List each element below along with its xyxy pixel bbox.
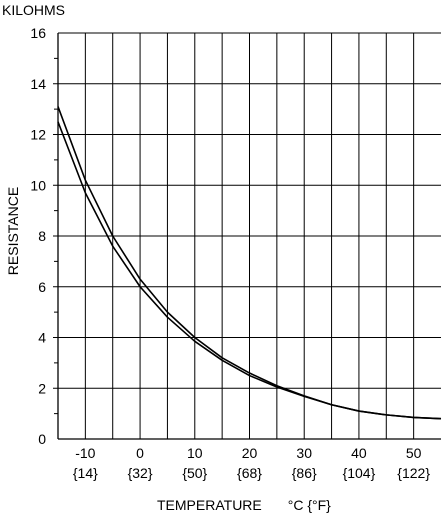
y-tick-label: 6 <box>38 279 46 295</box>
y-tick-labels: 0 2 4 6 8 10 12 14 16 <box>30 25 46 447</box>
y-tick-label: 12 <box>30 127 46 143</box>
chart-series-group <box>57 106 442 420</box>
x-tick-labels: -10 {14} 0 {32} 10 {50} 20 {68} 30 {86} 40 {104} 50 {… <box>73 445 430 481</box>
x-tick-label-fahrenheit: {32} <box>128 465 153 481</box>
y-tick-label: 10 <box>30 177 46 193</box>
x-tick-label-celsius: 0 <box>136 445 144 461</box>
x-tick-label-celsius: 20 <box>242 445 258 461</box>
x-tick-label-celsius: 50 <box>406 445 422 461</box>
x-tick-label-fahrenheit: {14} <box>73 465 98 481</box>
chart-grid <box>53 33 441 439</box>
x-tick-label-fahrenheit: {50} <box>182 465 207 481</box>
x-tick-label-celsius: 40 <box>351 445 367 461</box>
x-axis-title: TEMPERATURE °C {°F} <box>157 497 331 513</box>
y-tick-label: 8 <box>38 228 46 244</box>
y-tick-label: 16 <box>30 25 46 41</box>
x-tick-label-fahrenheit: {86} <box>292 465 317 481</box>
series-line-2 <box>57 121 442 420</box>
x-tick-label-celsius: 10 <box>187 445 203 461</box>
y-tick-label: 2 <box>38 380 46 396</box>
x-axis-title-text: TEMPERATURE <box>157 497 262 513</box>
x-tick-label-fahrenheit: {122} <box>397 465 430 481</box>
y-tick-label: 4 <box>38 330 46 346</box>
y-tick-label: 14 <box>30 76 46 92</box>
x-tick-label-fahrenheit: {104} <box>343 465 376 481</box>
x-tick-label-fahrenheit: {68} <box>237 465 262 481</box>
y-tick-label: 0 <box>38 431 46 447</box>
chart-frame <box>57 32 441 440</box>
x-tick-label-celsius: -10 <box>75 445 95 461</box>
x-tick-label-celsius: 30 <box>296 445 312 461</box>
y-unit-label: KILOHMS <box>2 2 66 18</box>
x-axis-units: °C {°F} <box>287 497 331 513</box>
